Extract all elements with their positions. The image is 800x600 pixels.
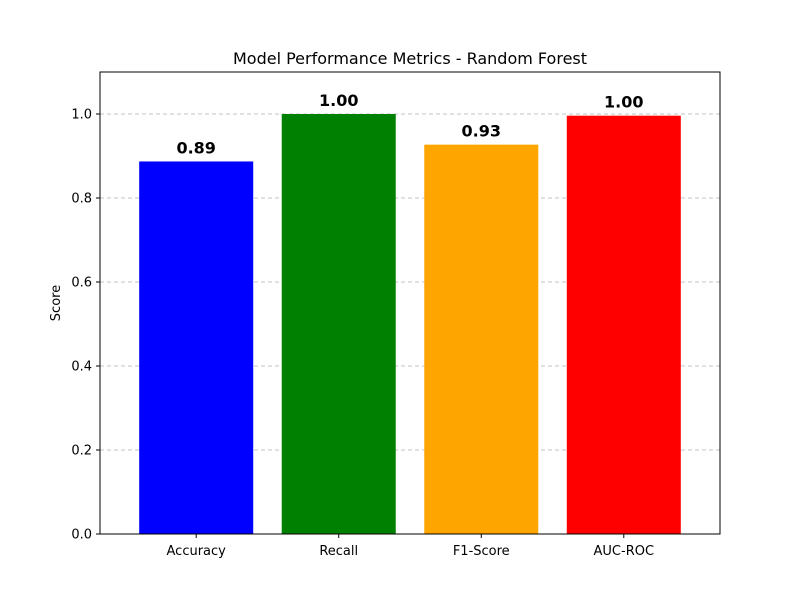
y-tick-label: 1.0 (71, 108, 92, 123)
bar-auc-roc (566, 115, 681, 535)
y-tick-label: 0.4 (71, 360, 92, 375)
bars (139, 114, 681, 535)
chart-title: Model Performance Metrics - Random Fores… (233, 49, 587, 68)
bar-accuracy (139, 161, 254, 534)
y-axis-label: Score (49, 285, 64, 321)
data-label: 1.00 (319, 91, 358, 110)
x-tick-label: Recall (319, 544, 358, 559)
data-labels: 0.89 1.00 0.93 1.00 (176, 91, 643, 157)
plot-frame (99, 71, 721, 535)
y-tick-label: 0.8 (71, 192, 92, 207)
x-axis: Accuracy Recall F1-Score AUC-ROC (167, 534, 655, 559)
data-label: 0.93 (462, 122, 501, 141)
y-tick-label: 0.6 (71, 276, 92, 291)
data-label: 1.00 (604, 93, 643, 112)
x-tick-label: Accuracy (167, 544, 227, 559)
data-label: 0.89 (176, 138, 215, 157)
y-axis: 0.0 0.2 0.4 0.6 0.8 1.0 (71, 108, 100, 543)
y-tick-label: 0.2 (71, 444, 92, 459)
bar-f1-score (424, 144, 539, 534)
x-tick-label: F1-Score (453, 544, 510, 559)
y-tick-label: 0.0 (71, 528, 92, 543)
bar-recall (281, 114, 396, 534)
x-tick-label: AUC-ROC (594, 544, 655, 559)
